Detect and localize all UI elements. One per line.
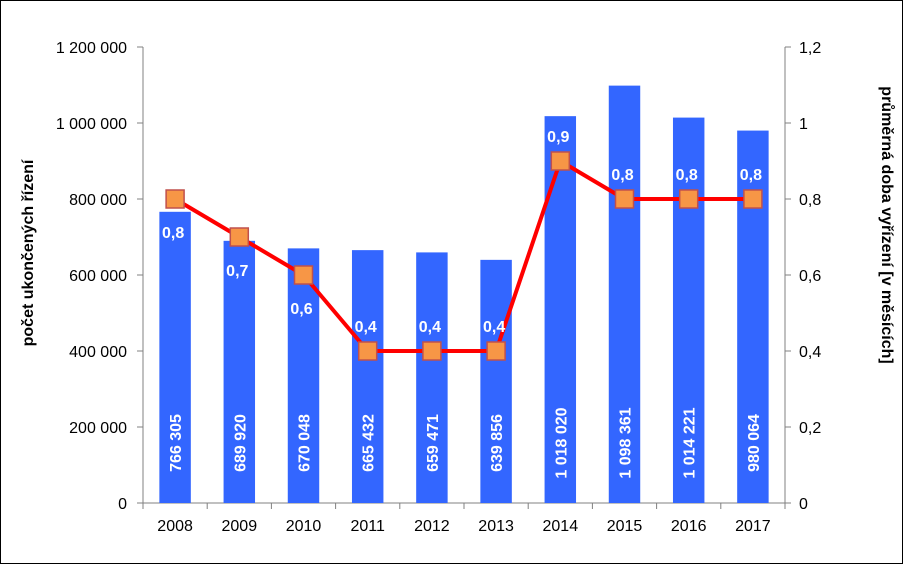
x-tick-label: 2011 [350,518,385,535]
line-marker [165,189,185,209]
line-value-label: 0,9 [547,129,569,146]
line-marker [614,189,635,209]
y2-tick-label: 0 [799,496,808,513]
y2-tick-label: 0,8 [799,192,821,209]
bar [351,250,384,503]
line-value-label: 0,8 [740,167,762,184]
y2-tick-label: 0,6 [799,268,821,285]
x-tick-label: 2009 [222,518,258,535]
bar [480,259,512,503]
bar-value-label: 665 432 [361,414,378,472]
bar-value-label: 1 018 020 [553,407,570,478]
line-series [165,151,763,361]
bar [287,248,320,503]
bar [416,252,448,503]
bar-value-label: 689 920 [232,414,249,472]
line-path [174,159,753,353]
axes: 0 200 000 400 000 600 000 800 000 1 000 000 1 … [56,40,822,535]
bar-value-label: 766 305 [168,414,185,472]
line-value-label: 0,6 [290,301,312,318]
line-marker [229,227,250,247]
bar-value-label: 1 098 361 [618,407,635,478]
line-marker [422,341,442,361]
y2-tick-label: 1 [799,116,808,133]
line-value-label: 0,4 [483,319,505,336]
line-value-label: 0,8 [611,167,633,184]
line-marker [550,151,571,171]
bar [672,117,705,504]
bar [223,240,256,504]
line-value-label: 0,4 [419,319,441,336]
y-tick-label: 800 000 [69,192,127,209]
x-tick-label: 2013 [478,518,514,535]
bar-value-label: 980 064 [746,414,763,472]
line-value-label: 0,7 [226,263,248,280]
line-value-label: 0,4 [355,319,377,336]
data-labels: 766 305 689 920 670 048 665 432 659 471 639 8… [162,129,763,479]
y-tick-label: 600 000 [69,268,127,285]
y-tick-label: 200 000 [69,420,127,437]
x-tick-label: 2010 [286,518,322,535]
x-tick-label: 2017 [735,518,771,535]
bar-value-label: 659 471 [425,414,442,472]
line-marker [678,189,699,209]
bar-value-label: 639 856 [489,414,506,472]
y2-tick-label: 1,2 [799,40,821,57]
y2-tick-label: 0,4 [799,344,821,361]
line-value-label: 0,8 [676,167,698,184]
line-marker [486,341,506,361]
bar [544,116,577,503]
bar-value-label: 670 048 [297,414,314,472]
bar [608,85,641,504]
line-marker [293,265,314,285]
x-tick-label: 2014 [543,518,579,535]
y2-tick-label: 0,2 [799,420,821,437]
x-tick-label: 2015 [607,518,643,535]
bar-value-label: 1 014 221 [682,407,699,478]
y-tick-label: 1 000 000 [56,116,127,133]
y-tick-label: 1 200 000 [56,40,127,57]
line-marker [743,189,763,209]
x-tick-label: 2016 [671,518,707,535]
bar [159,211,191,504]
line-marker [357,341,378,361]
y-axis-title: počet ukončených řízení [20,159,37,346]
y-tick-label: 0 [118,496,127,513]
x-tick-label: 2008 [157,518,193,535]
y2-axis-title: průměrná doba vyřízení [v měsících] [878,86,895,363]
x-tick-label: 2012 [414,518,450,535]
line-value-label: 0,8 [162,225,184,242]
bar-series [159,85,769,504]
y-tick-label: 400 000 [69,344,127,361]
